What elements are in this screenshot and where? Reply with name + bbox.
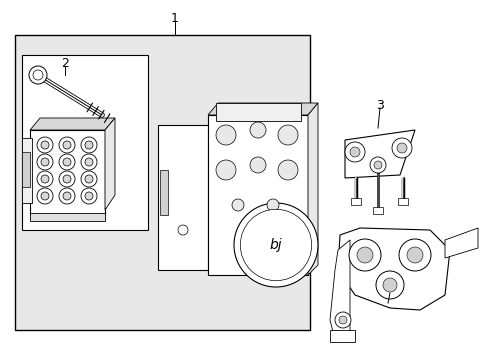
Circle shape [81, 171, 97, 187]
Bar [160, 170, 168, 215]
Bar [350, 198, 360, 205]
Circle shape [85, 192, 93, 200]
Circle shape [41, 141, 49, 149]
Polygon shape [105, 118, 115, 210]
Bar [329, 330, 354, 342]
Circle shape [278, 160, 297, 180]
Polygon shape [329, 240, 349, 340]
Bar [22, 152, 30, 187]
Circle shape [41, 175, 49, 183]
Circle shape [59, 171, 75, 187]
Bar [207, 115, 307, 275]
Circle shape [249, 122, 265, 138]
Circle shape [345, 142, 364, 162]
Text: bj: bj [269, 238, 282, 252]
Circle shape [231, 199, 244, 211]
Circle shape [356, 247, 372, 263]
Polygon shape [337, 228, 449, 310]
Circle shape [373, 161, 381, 169]
Circle shape [278, 125, 297, 145]
Bar [15, 35, 309, 330]
Circle shape [266, 199, 279, 211]
Polygon shape [30, 118, 115, 130]
Text: 3: 3 [375, 99, 383, 112]
Circle shape [81, 154, 97, 170]
Circle shape [398, 239, 430, 271]
Polygon shape [345, 130, 414, 178]
Circle shape [59, 137, 75, 153]
Circle shape [33, 70, 43, 80]
Circle shape [41, 192, 49, 200]
Circle shape [85, 141, 93, 149]
Bar [397, 198, 407, 205]
Circle shape [37, 154, 53, 170]
Circle shape [81, 137, 97, 153]
Bar [158, 125, 207, 270]
Circle shape [396, 143, 406, 153]
Bar [372, 207, 382, 214]
Text: 1: 1 [171, 12, 179, 24]
Bar [30, 213, 105, 221]
Circle shape [85, 158, 93, 166]
Circle shape [59, 188, 75, 204]
Circle shape [391, 138, 411, 158]
Circle shape [240, 209, 311, 281]
Polygon shape [444, 228, 477, 258]
Circle shape [234, 203, 317, 287]
Polygon shape [207, 103, 317, 115]
Circle shape [59, 154, 75, 170]
Circle shape [81, 188, 97, 204]
Circle shape [382, 278, 396, 292]
Circle shape [63, 175, 71, 183]
Circle shape [37, 188, 53, 204]
Circle shape [349, 147, 359, 157]
Circle shape [249, 157, 265, 173]
Circle shape [63, 158, 71, 166]
Circle shape [338, 316, 346, 324]
Circle shape [85, 175, 93, 183]
Polygon shape [307, 103, 317, 275]
Circle shape [178, 225, 187, 235]
Bar [22, 55, 148, 230]
Circle shape [348, 239, 380, 271]
Circle shape [216, 160, 236, 180]
Bar [22, 138, 32, 203]
Text: 2: 2 [61, 57, 69, 69]
Circle shape [63, 141, 71, 149]
Circle shape [29, 66, 47, 84]
Circle shape [37, 137, 53, 153]
Text: 4: 4 [385, 284, 393, 297]
Bar [30, 130, 105, 215]
Circle shape [216, 125, 236, 145]
Circle shape [369, 157, 385, 173]
Bar [216, 103, 301, 121]
Circle shape [63, 192, 71, 200]
Circle shape [406, 247, 422, 263]
Circle shape [334, 312, 350, 328]
Circle shape [37, 171, 53, 187]
Circle shape [375, 271, 403, 299]
Circle shape [41, 158, 49, 166]
